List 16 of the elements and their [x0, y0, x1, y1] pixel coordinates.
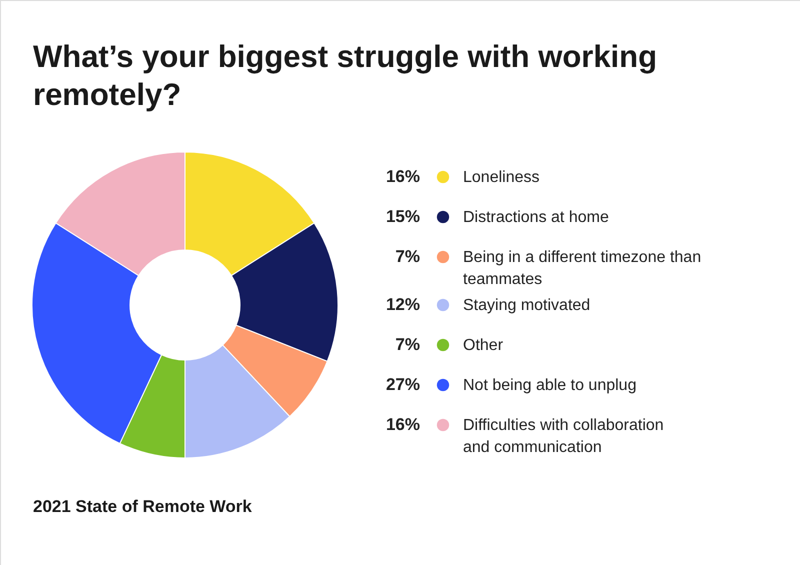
- data-label: 7%: [395, 247, 420, 266]
- data-label: 16%: [386, 167, 420, 186]
- legend-label: Not being able to unplug: [463, 377, 636, 394]
- data-label: 27%: [386, 375, 420, 394]
- legend-label: Other: [463, 337, 504, 354]
- data-label: 16%: [386, 415, 420, 434]
- data-label: 12%: [386, 295, 420, 314]
- legend-label: Loneliness: [463, 169, 540, 186]
- legend-label: Being in a different timezone than teammates: [463, 249, 702, 288]
- data-label: 15%: [386, 207, 420, 226]
- chart-title: What’s your biggest struggle with working remotely?: [33, 39, 658, 112]
- legend-label: Difficulties with collaboration and communication: [463, 417, 664, 456]
- text: 2021 State of Remote Work: [33, 497, 252, 516]
- data-label: 7%: [395, 335, 420, 354]
- legend-label: Staying motivated: [463, 297, 590, 314]
- legend-label: Distractions at home: [463, 209, 609, 226]
